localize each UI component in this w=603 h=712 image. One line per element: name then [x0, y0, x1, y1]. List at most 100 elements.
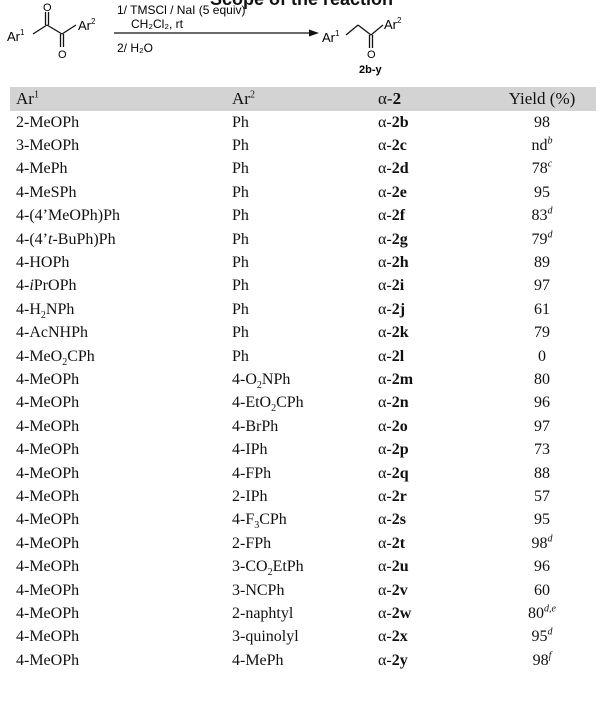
- cell-yield: 88: [534, 464, 550, 482]
- cell-ar2: Ph: [232, 207, 249, 225]
- cell-ar2: 2-IPh: [232, 487, 268, 505]
- cell-ar1: 4-MeOPh: [16, 581, 80, 599]
- cell-ar1: 4-MeSPh: [16, 183, 77, 201]
- table-body: 2-MeOPh Ph α-2b 98 3-MeOPh Ph α-2c ndb 4-MePh Ph α…: [10, 111, 596, 672]
- cell-compound: α-2e: [378, 183, 407, 201]
- cell-ar2: Ph: [232, 183, 249, 201]
- cell-compound: α-2b: [378, 113, 409, 131]
- cell-ar2: 4-O2NPh: [232, 370, 291, 392]
- cell-yield: 61: [534, 300, 550, 318]
- cell-ar1: 4-MeOPh: [16, 417, 80, 435]
- cell-ar2: 4-IPh: [232, 441, 268, 459]
- cell-compound: α-2y: [378, 651, 408, 669]
- starting-diketone: [32, 12, 77, 47]
- cell-yield: 0: [538, 347, 546, 365]
- cell-ar2: 4-FPh: [232, 464, 272, 482]
- cell-compound: α-2h: [378, 254, 409, 272]
- cell-yield: 78c: [531, 159, 553, 178]
- cell-ar1: 4-MeOPh: [16, 558, 80, 576]
- table-row: 4-MeOPh 3-quinolyl α-2x 95d: [10, 626, 596, 649]
- cell-compound: α-2r: [378, 487, 407, 505]
- cell-ar1: 4-MeOPh: [16, 370, 80, 388]
- table-row: 4-(4’MeOPh)Ph Ph α-2f 83d: [10, 205, 596, 228]
- cell-compound: α-2q: [378, 464, 409, 482]
- header-yield: Yield (%): [508, 89, 576, 108]
- table-row: 3-MeOPh Ph α-2c ndb: [10, 134, 596, 157]
- cell-ar1: 3-MeOPh: [16, 137, 80, 155]
- cell-ar2: 4-MePh: [232, 651, 284, 669]
- cell-compound: α-2f: [378, 207, 406, 225]
- cell-ar2: Ph: [232, 160, 249, 178]
- header-ar1: Ar1: [16, 89, 39, 108]
- header-compound: α-2: [378, 89, 402, 108]
- cell-ar2: Ph: [232, 300, 249, 318]
- cell-yield: 98: [534, 113, 550, 131]
- reagents-line2: CH₂Cl₂, rt: [131, 17, 184, 31]
- table-row: 4-MeOPh 3-CO2EtPh α-2u 96: [10, 555, 596, 578]
- cell-ar1: 4-AcNHPh: [16, 324, 88, 342]
- table-row: 4-MeOPh 4-EtO2CPh α-2n 96: [10, 392, 596, 415]
- cell-yield: 80: [534, 370, 550, 388]
- cell-compound: α-2v: [378, 581, 408, 599]
- cell-ar2: Ph: [232, 254, 249, 272]
- cell-compound: α-2p: [378, 441, 409, 459]
- cell-yield: 73: [534, 441, 550, 459]
- page-title: Scope of the reaction: [0, 0, 603, 10]
- header-ar2: Ar2: [232, 89, 255, 108]
- table-row: 4-(4’t-BuPh)Ph Ph α-2g 79d: [10, 228, 596, 251]
- cell-yield: 96: [534, 558, 550, 576]
- table-row: 4-MeSPh Ph α-2e 95: [10, 181, 596, 204]
- cell-compound: α-2d: [378, 160, 409, 178]
- table-row: 4-MeOPh 2-naphtyl α-2w 80d,e: [10, 602, 596, 625]
- reaction-arrow-head: [309, 29, 319, 37]
- cell-compound: α-2m: [378, 370, 414, 388]
- table-row: 2-MeOPh Ph α-2b 98: [10, 111, 596, 134]
- cell-ar1: 4-MeOPh: [16, 441, 80, 459]
- cell-yield: 95: [534, 183, 550, 201]
- oxygen-bottom: O: [58, 49, 67, 61]
- cell-ar1: 4-MeOPh: [16, 604, 80, 622]
- cell-ar1: 4-MeO2CPh: [16, 347, 95, 368]
- cell-ar2: 2-FPh: [232, 534, 272, 552]
- table-row: 4-MeOPh 2-IPh α-2r 57: [10, 485, 596, 508]
- cell-yield: ndb: [531, 135, 553, 155]
- cell-ar1: 4-MeOPh: [16, 464, 80, 482]
- cell-yield: 96: [534, 394, 550, 412]
- cell-compound: α-2j: [378, 300, 406, 318]
- reaction-scheme: O O Ar1 Ar2 1/ TMSCl / NaI (5 equiv) CH₂…: [7, 2, 402, 76]
- cell-yield: 83d: [531, 205, 553, 225]
- table-row: 4-MeOPh 4-MePh α-2y 98f: [10, 649, 596, 672]
- cell-compound: α-2s: [378, 511, 406, 529]
- cell-ar1: 4-MeOPh: [16, 394, 80, 412]
- table-row: 4-H2NPh Ph α-2j 61: [10, 298, 596, 321]
- cell-ar1: 4-(4’MeOPh)Ph: [16, 207, 120, 225]
- cell-compound: α-2c: [378, 137, 407, 155]
- cell-compound: α-2i: [378, 277, 405, 295]
- cell-ar2: 3-quinolyl: [232, 628, 299, 646]
- cell-yield: 89: [534, 254, 550, 272]
- cell-ar1: 4-MeOPh: [16, 487, 80, 505]
- table-row: 4-MeOPh 4-BrPh α-2o 97: [10, 415, 596, 438]
- cell-ar2: Ph: [232, 347, 249, 365]
- table-row: 4-MeOPh 4-O2NPh α-2m 80: [10, 368, 596, 391]
- cell-ar2: 4-F3CPh: [232, 511, 287, 532]
- product-ketone: [345, 24, 384, 48]
- svg-text:Ar1: Ar1: [7, 28, 25, 44]
- reagents-line3: 2/ H₂O: [117, 41, 153, 55]
- table-row: 4-AcNHPh Ph α-2k 79: [10, 322, 596, 345]
- table-row: 4-MeOPh 2-FPh α-2t 98d: [10, 532, 596, 555]
- cell-ar1: 4-(4’t-BuPh)Ph: [16, 230, 116, 248]
- table-row: 4-HOPh Ph α-2h 89: [10, 251, 596, 274]
- cell-ar2: Ph: [232, 277, 249, 295]
- cell-compound: α-2x: [378, 628, 408, 646]
- cell-yield: 80d,e: [528, 603, 556, 622]
- cell-ar2: 3-CO2EtPh: [232, 558, 304, 579]
- cell-ar1: 4-MeOPh: [16, 534, 80, 552]
- cell-ar1: 4-HOPh: [16, 254, 70, 272]
- cell-compound: α-2o: [378, 417, 408, 435]
- product-oxygen: O: [367, 49, 376, 61]
- table-row: 4-MeOPh 4-IPh α-2p 73: [10, 438, 596, 461]
- cell-ar2: 4-EtO2CPh: [232, 394, 304, 415]
- cell-compound: α-2u: [378, 558, 409, 576]
- product-label: 2b-y: [359, 64, 383, 76]
